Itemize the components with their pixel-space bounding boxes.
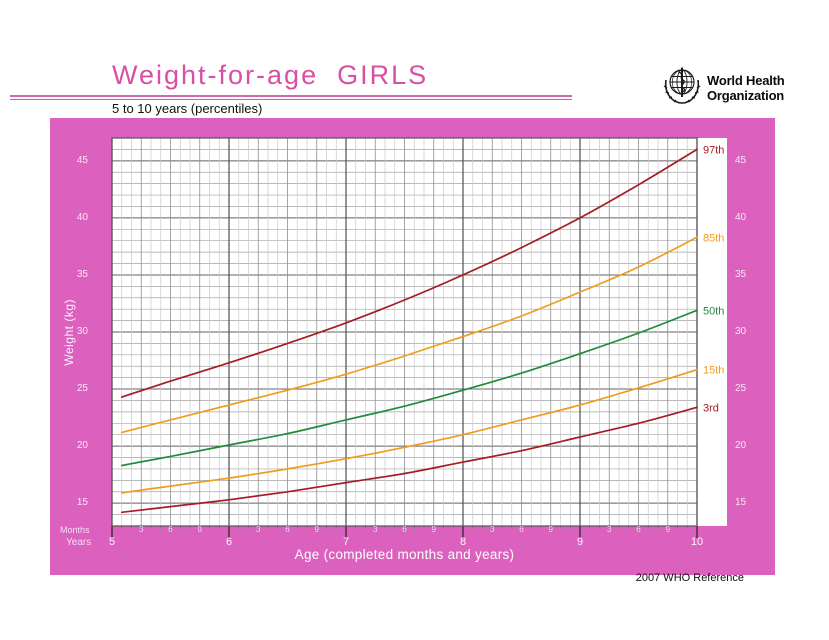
curve-label-15th: 15th [703, 365, 724, 377]
y-tick-label-left: 25 [76, 383, 88, 395]
x-month-label: 6 [402, 525, 407, 534]
x-month-label: 9 [431, 525, 436, 534]
who-emblem-icon [662, 66, 702, 111]
x-month-label: 9 [314, 525, 319, 534]
x-month-label: 9 [665, 525, 670, 534]
who-logo-text: World Health Organization [707, 74, 785, 102]
percentile-curve-85th [120, 236, 698, 434]
curve-label-85th: 85th [703, 232, 724, 244]
curve-label-50th: 50th [703, 305, 724, 317]
y-tick-label-right: 15 [735, 497, 747, 509]
x-month-label: 3 [490, 525, 495, 534]
percentile-curve-15th [120, 368, 698, 494]
y-tick-label-left: 30 [76, 326, 88, 337]
curve-label-3rd: 3rd [703, 402, 719, 414]
x-month-label: 3 [607, 525, 612, 534]
percentile-curve-50th [120, 309, 698, 467]
page-subtitle: 5 to 10 years (percentiles) [112, 101, 263, 116]
x-month-label: 6 [636, 525, 641, 534]
x-month-label: 6 [519, 525, 524, 534]
who-logo-line2: Organization [707, 87, 785, 103]
y-tick-label-right: 20 [735, 440, 747, 452]
x-year-label: 6 [225, 536, 233, 548]
x-year-label: 8 [459, 536, 467, 548]
curve-label-97th: 97th [703, 144, 724, 156]
title-underline-shadow [10, 99, 572, 100]
plot-border [111, 137, 698, 527]
x-month-label: 9 [548, 525, 553, 534]
x-month-label: 3 [256, 525, 261, 534]
who-logo: World Health Organization [662, 66, 785, 111]
x-month-label: 3 [373, 525, 378, 534]
y-tick-label-right: 35 [735, 268, 747, 280]
page-title: Weight-for-age GIRLS [112, 60, 429, 90]
footer-reference: 2007 WHO Reference [635, 572, 744, 584]
x-month-label: 6 [285, 525, 290, 534]
x-year-label: 7 [342, 536, 350, 548]
x-month-label: 3 [139, 525, 144, 534]
x-year-label: 5 [108, 536, 116, 548]
years-caption: Years [66, 537, 92, 548]
y-tick-label-left: 20 [76, 440, 88, 452]
percentile-curve-3rd [120, 406, 698, 514]
y-tick-label-left: 35 [76, 268, 88, 280]
title-underline [10, 95, 572, 97]
y-tick-label-right: 45 [735, 154, 747, 166]
months-caption: Months [60, 525, 90, 535]
percentile-curve-97th [120, 148, 698, 398]
y-tick-label-left: 40 [76, 211, 88, 223]
x-year-label: 10 [690, 536, 704, 548]
x-month-label: 9 [197, 525, 202, 534]
x-axis-title: Age (completed months and years) [294, 547, 515, 562]
chart-panel: Weight (kg) 97th 85th 50th 15th 3rd Months Y… [50, 118, 775, 575]
y-tick-label-left: 15 [76, 497, 88, 509]
y-tick-label-right: 40 [735, 211, 747, 223]
who-logo-line1: World Health [707, 73, 785, 89]
x-month-label: 6 [168, 525, 173, 534]
y-tick-label-right: 30 [735, 326, 747, 337]
growth-chart-plot: 97th 85th 50th 15th 3rd [111, 137, 727, 538]
x-year-label: 9 [576, 536, 584, 548]
y-tick-label-right: 25 [735, 383, 747, 395]
y-tick-label-left: 45 [76, 154, 88, 166]
